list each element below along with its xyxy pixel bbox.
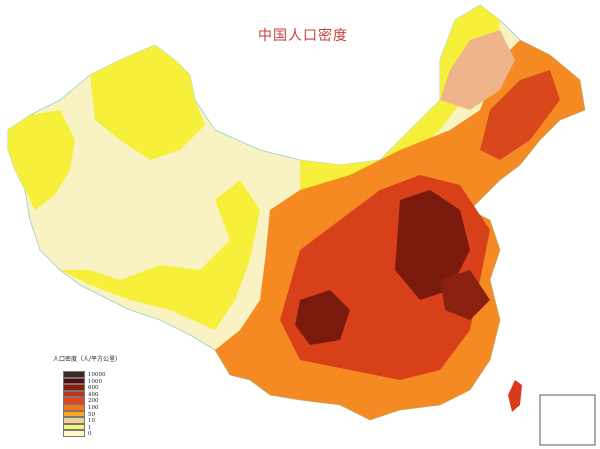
legend-label: 600 [88,385,99,392]
south-china-sea-inset [539,394,596,446]
region-xinjiang-north [90,45,205,160]
legend-label: 1 [88,424,92,431]
region-northeast-light [440,30,515,110]
legend-label: 1000 [88,378,102,385]
legend-label: 100 [88,404,99,411]
legend-label: 200 [88,398,99,405]
legend-label: 400 [88,391,99,398]
legend-label: 0 [88,431,92,438]
legend-swatches [63,371,85,437]
legend-title: 人口密度（人/平方公里） [53,356,122,363]
region-sichuan-basin [295,290,350,345]
legend-swatch [63,397,85,404]
region-taiwan [508,380,522,412]
legend-labels: 10000 1000 600 400 200 100 50 10 1 0 [88,371,106,437]
region-xinjiang-west [8,110,75,210]
legend-label: 10 [88,418,95,425]
legend-label: 10000 [88,372,106,378]
legend-swatch [63,423,85,431]
legend-swatch [63,371,85,378]
legend-label: 50 [88,411,95,418]
legend-swatch [63,417,85,424]
legend-swatch [63,377,85,385]
legend-swatch [63,430,85,437]
legend-swatch [63,403,85,411]
map-title: 中国人口密度 [258,28,348,44]
legend-swatch [63,384,85,391]
legend-swatch [63,410,85,418]
region-yangtze-delta [440,270,490,320]
region-qinghai-tibet-rim [60,180,260,330]
region-inner-mongolia [300,5,500,190]
region-northeast-high [480,70,560,160]
legend-swatch [63,390,85,398]
region-north-china-plain [395,190,470,300]
